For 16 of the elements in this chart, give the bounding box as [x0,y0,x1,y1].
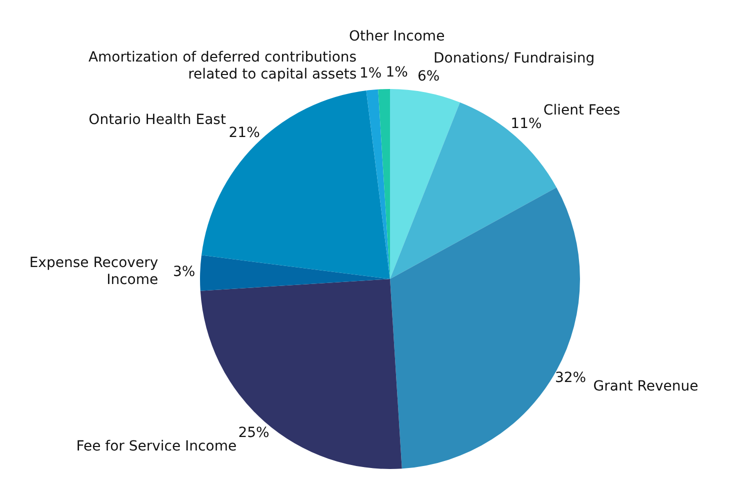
data-label: 25% [238,425,270,442]
data-label: 32% [554,370,586,386]
slice-label: Ontario Health East [88,112,226,128]
slice-label: Amortization of deferred contributions related to capital assets [88,50,357,83]
data-label: 11% [510,116,542,132]
data-label: 1% [386,64,408,81]
slice-label: Other Income [348,28,445,45]
slice-label: Fee for Service Income [76,438,237,455]
slice-label: Grant Revenue [593,378,698,395]
slice-label: Expense Recovery Income [29,255,158,288]
slice-label: Client Fees [543,102,620,119]
slice-label: Donations/ Fundraising [433,50,595,67]
data-label: 6% [417,68,440,84]
data-label: 1% [360,66,382,82]
data-label: 3% [172,264,196,280]
data-label: 21% [228,124,260,141]
